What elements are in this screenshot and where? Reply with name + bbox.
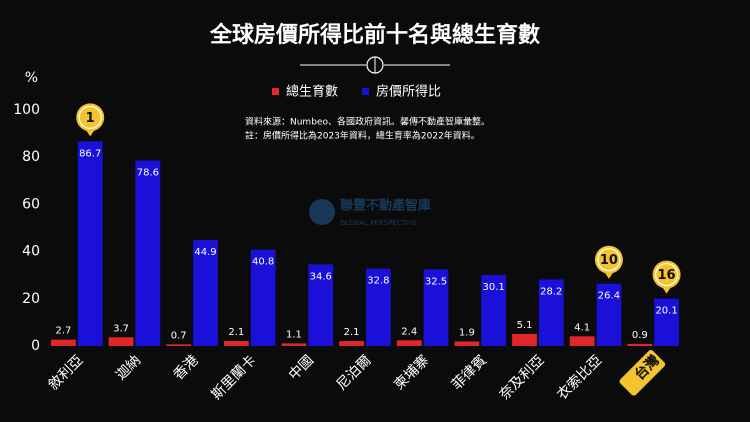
watermark-logo [309,199,335,225]
legend-label: 總生育數 [286,84,338,100]
x-tick-label: 柬埔寨 [391,352,433,394]
y-tick-label: 40 [22,244,40,260]
highlight-box [619,350,666,396]
badge-label: 16 [658,268,676,283]
x-tick-group: 香港 [171,352,202,383]
y-tick-label: 20 [22,291,40,307]
x-tick-label: 衣索比亞 [554,352,606,404]
value-label: 1.9 [459,328,475,339]
bar [166,344,192,346]
value-label: 2.1 [344,327,360,338]
x-tick-label: 香港 [171,352,202,383]
bar [135,160,161,346]
bar [569,336,595,346]
bar [366,268,391,346]
x-tick-label: 中國 [286,352,317,383]
x-tick-group: 中國 [286,352,317,383]
bar [654,298,679,346]
value-label: 26.4 [598,291,620,302]
x-tick-group: 尼泊爾 [334,352,375,393]
source-note: 資料來源：Numbeo、各國政府資訊。馨傳不動產智庫彙整。 [245,116,490,128]
x-tick-label: 菲律賓 [448,352,490,394]
value-label: 2.4 [401,326,417,337]
badge [76,103,105,132]
value-label: 0.7 [171,330,187,341]
value-label: 34.6 [310,271,332,282]
x-tick-label: 尼泊爾 [334,352,375,393]
x-tick-group: 迦納 [113,352,144,383]
y-tick-label: 80 [22,149,40,165]
bar [596,283,622,346]
bar [512,333,537,346]
value-label: 40.8 [252,257,274,268]
bar [193,240,218,346]
bar [423,269,449,346]
source-note: 註：房價所得比為2023年資料，總生育率為2022年資料。 [245,130,480,142]
value-label: 2.7 [55,326,71,337]
x-tick-group: 柬埔寨 [391,352,433,394]
badge-ring [654,262,679,287]
bar [308,264,334,346]
y-tick-label: 60 [22,196,40,212]
value-label: 32.8 [367,276,389,287]
bar [281,343,307,346]
chart-title: 全球房價所得比前十名與總生育數 [209,22,540,48]
y-unit: % [25,70,38,86]
x-tick-group: 菲律賓 [448,352,490,394]
badge-ring [78,105,102,129]
x-tick-label: 斯里蘭卡 [208,352,259,403]
badge-label: 10 [600,253,618,268]
value-label: 5.1 [517,320,533,331]
legend-label: 房價所得比 [376,84,441,100]
bar [223,341,249,346]
x-tick-label: 敘利亞 [45,352,87,394]
badge [652,260,681,289]
bar [627,343,653,346]
bar [454,341,480,346]
badge-ring [597,248,621,272]
watermark: 聯豐不動產智庫 [340,198,431,214]
bar [108,337,134,346]
legend-swatch [362,88,369,95]
value-label: 78.6 [137,168,159,179]
value-label: 3.7 [113,323,129,334]
badge [594,245,623,274]
y-tick-label: 0 [31,338,40,354]
watermark: GLOBAL PERSPECTIVE [340,219,417,227]
value-label: 1.1 [286,329,302,340]
value-label: 0.9 [632,330,648,341]
value-label: 32.5 [425,276,447,287]
bar [77,141,103,346]
x-tick-label: 奈及利亞 [497,352,548,403]
x-tick-group: 奈及利亞 [497,352,548,403]
value-label: 20.1 [655,306,677,317]
bar [538,279,564,346]
x-tick-group: 斯里蘭卡 [208,352,259,403]
badge-label: 1 [86,111,95,126]
x-tick-label: 迦納 [113,352,144,383]
x-tick-group: 衣索比亞 [554,352,606,404]
value-label: 86.7 [79,148,101,159]
value-label: 28.2 [540,286,562,297]
bar [396,340,422,346]
x-tick-group: 台灣 [619,350,666,396]
value-label: 44.9 [194,247,216,258]
value-label: 2.1 [228,327,244,338]
bar [51,339,76,346]
y-tick-label: 100 [13,102,40,118]
bar [481,274,507,346]
value-label: 4.1 [574,322,590,333]
value-label: 30.1 [483,282,505,293]
bar [339,341,364,346]
bar [250,249,276,346]
legend-swatch [272,88,279,95]
x-tick-group: 敘利亞 [45,352,87,394]
